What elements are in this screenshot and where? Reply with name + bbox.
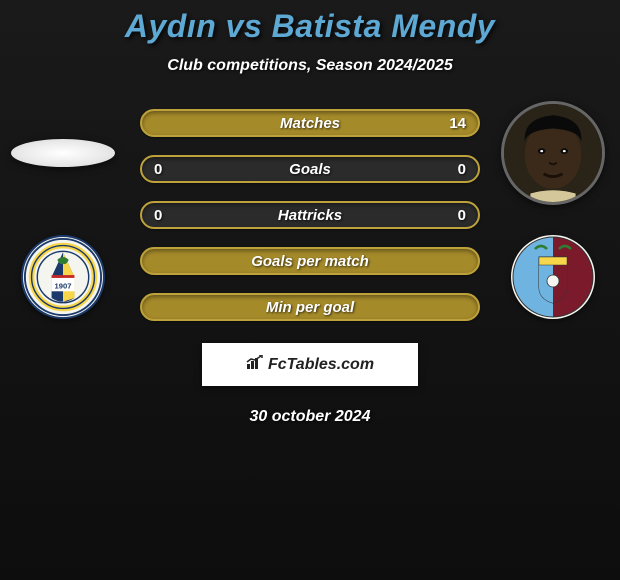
subtitle: Club competitions, Season 2024/2025	[0, 57, 620, 75]
stat-bar: Matches 14	[140, 109, 480, 137]
stat-bar: 0 Goals 0	[140, 155, 480, 183]
stat-label: Goals per match	[251, 253, 369, 270]
stat-bar: Goals per match	[140, 247, 480, 275]
player-face-icon	[504, 104, 602, 202]
chart-icon	[246, 355, 264, 374]
stat-value-left: 0	[154, 207, 162, 224]
stat-bars: Matches 14 0 Goals 0 0 Hattricks 0 Goals per mat…	[140, 109, 480, 321]
stat-label: Hattricks	[278, 207, 342, 224]
stat-value-right: 0	[458, 207, 466, 224]
stat-value-right: 0	[458, 161, 466, 178]
stat-label: Min per goal	[266, 299, 354, 316]
left-player-column: 1907	[8, 101, 118, 319]
trabzonspor-crest-icon	[511, 235, 595, 319]
right-club-badge	[511, 235, 595, 319]
right-player-column	[498, 101, 608, 319]
brand-footer: FcTables.com	[202, 343, 418, 386]
stat-value-left: 0	[154, 161, 162, 178]
brand-text: FcTables.com	[268, 356, 374, 374]
stat-bar: 0 Hattricks 0	[140, 201, 480, 229]
right-player-photo	[501, 101, 605, 205]
comparison-content: 1907	[0, 109, 620, 426]
left-club-badge: 1907	[21, 235, 105, 319]
stat-label: Matches	[280, 115, 340, 132]
date-text: 30 october 2024	[0, 408, 620, 426]
header: Aydın vs Batista Mendy Club competitions…	[0, 0, 620, 75]
left-player-photo	[11, 139, 115, 167]
stat-bar: Min per goal	[140, 293, 480, 321]
fenerbahce-crest-icon: 1907	[23, 235, 103, 319]
stat-value-right: 14	[449, 115, 466, 132]
page-title: Aydın vs Batista Mendy	[0, 8, 620, 45]
stat-label: Goals	[289, 161, 331, 178]
svg-text:1907: 1907	[55, 281, 72, 290]
